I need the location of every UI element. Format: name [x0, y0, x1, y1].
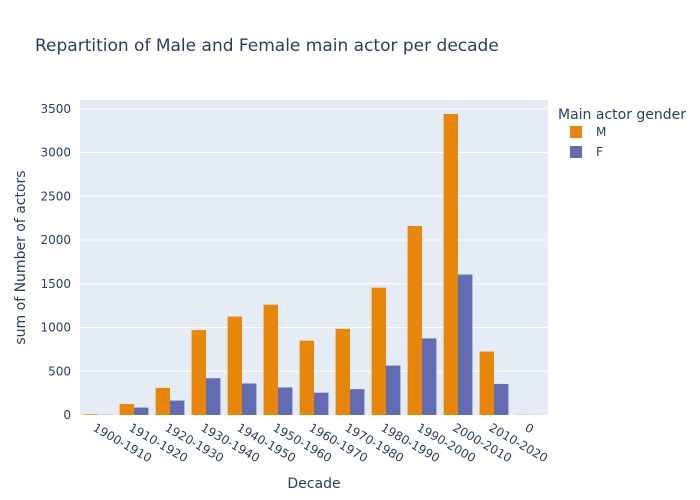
- y-tick-label: 1500: [40, 277, 71, 291]
- bar-f-2000-2010: [458, 274, 473, 415]
- bar-f-1970-1980: [350, 389, 365, 415]
- y-tick-label: 3500: [40, 102, 71, 116]
- bars: [83, 114, 545, 415]
- y-tick-label: 3000: [40, 146, 71, 160]
- y-tick-label: 2000: [40, 233, 71, 247]
- bar-m-1990-2000: [407, 226, 422, 415]
- bar-m-1920-1930: [155, 387, 170, 415]
- bar-m-1900-1910: [83, 414, 98, 415]
- y-axis-title: sum of Number of actors: [13, 170, 29, 344]
- bar-f-1920-1930: [170, 400, 185, 415]
- bar-f-1910-1920: [134, 407, 149, 415]
- bar-f-2010-2020: [494, 383, 509, 415]
- bar-m-1910-1920: [119, 404, 134, 415]
- x-axis-title: Decade: [287, 476, 340, 492]
- y-tick-label: 500: [48, 364, 71, 378]
- bar-m-2000-2010: [443, 114, 458, 415]
- x-axis-ticks: 1900-19101910-19201920-19301930-19401940…: [91, 420, 551, 465]
- legend-swatch-f: [570, 146, 582, 158]
- bar-m-1950-1960: [263, 304, 278, 415]
- bar-f-1980-1990: [386, 365, 401, 415]
- legend-title: Main actor gender: [558, 107, 686, 123]
- legend: Main actor gender MF: [558, 107, 686, 159]
- bar-m-1970-1980: [335, 328, 350, 415]
- y-axis-ticks: 0 500 1000 1500 2000 2500 3000 3500: [40, 102, 71, 422]
- legend-swatch-m: [570, 126, 582, 138]
- bar-f-1950-1960: [278, 387, 293, 415]
- gridlines: [80, 108, 548, 372]
- bar-m-1940-1950: [227, 316, 242, 415]
- bar-f-1990-2000: [422, 338, 437, 415]
- bar-m-1960-1970: [299, 340, 314, 415]
- y-tick-label: 1000: [40, 321, 71, 335]
- legend-label-m: M: [596, 125, 606, 139]
- bar-f-1940-1950: [242, 383, 257, 415]
- y-tick-label: 2500: [40, 189, 71, 203]
- bar-m-1930-1940: [191, 330, 206, 415]
- chart-title: Repartition of Male and Female main acto…: [35, 36, 499, 56]
- y-tick-label: 0: [63, 408, 71, 422]
- bar-m-1980-1990: [371, 287, 386, 415]
- x-tick-label: 0: [523, 420, 537, 436]
- legend-label-f: F: [596, 145, 603, 159]
- bar-m-2010-2020: [479, 351, 494, 415]
- bar-f-1930-1940: [206, 378, 221, 415]
- bar-f-1960-1970: [314, 392, 329, 415]
